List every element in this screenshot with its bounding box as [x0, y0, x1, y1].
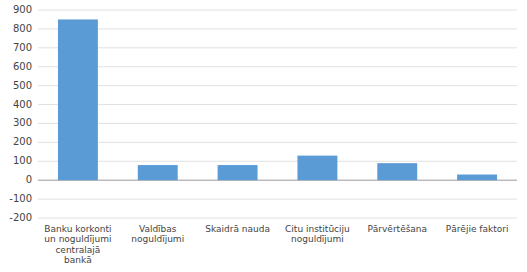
x-tick-label: Valdībasnoguldījumi	[131, 224, 184, 244]
y-tick-label: -100	[9, 193, 32, 204]
bar	[218, 165, 258, 180]
chart: -200 -100 0 100 200 300 400 500 600 700 800 900 Bank…	[0, 0, 527, 272]
grid-line	[38, 161, 517, 162]
bar	[457, 175, 497, 181]
grid-line	[38, 10, 517, 11]
bar	[377, 163, 417, 180]
x-tick-label: Pārvērtēšana	[367, 224, 427, 234]
bar	[297, 156, 337, 181]
x-tick-label: Skaidrā nauda	[205, 224, 270, 234]
bar	[58, 19, 98, 180]
y-tick-label: -200	[9, 212, 32, 223]
grid-line	[38, 47, 517, 48]
grid-line	[38, 199, 517, 200]
bar	[138, 165, 178, 180]
grid-line	[38, 104, 517, 105]
grid-line	[38, 123, 517, 124]
y-tick-label: 900	[13, 4, 32, 15]
chart-container: -200 -100 0 100 200 300 400 500 600 700 800 900 Bank…	[0, 0, 527, 272]
y-tick-label: 500	[13, 80, 32, 91]
y-tick-label: 100	[13, 155, 32, 166]
grid	[38, 10, 517, 218]
grid-line	[38, 85, 517, 86]
x-axis: Banku korkontiun noguldījumicentralajāba…	[44, 224, 508, 265]
grid-line	[38, 218, 517, 219]
y-tick-label: 300	[13, 117, 32, 128]
x-tick-label: Banku korkontiun noguldījumicentralajāba…	[44, 224, 111, 265]
y-tick-label: 0	[26, 174, 32, 185]
y-tick-label: 200	[13, 136, 32, 147]
x-tick-label: Pārējie faktori	[446, 224, 509, 234]
y-tick-label: 600	[13, 61, 32, 72]
bars	[58, 19, 497, 180]
grid-line	[38, 66, 517, 67]
grid-line	[38, 142, 517, 143]
y-tick-label: 800	[13, 23, 32, 34]
grid-line	[38, 28, 517, 29]
y-tick-label: 700	[13, 42, 32, 53]
y-tick-label: 400	[13, 99, 32, 110]
y-axis: -200 -100 0 100 200 300 400 500 600 700 800 900	[9, 4, 32, 223]
x-tick-label: Citu institūcijunoguldījumi	[285, 224, 350, 244]
grid-line	[38, 180, 517, 181]
